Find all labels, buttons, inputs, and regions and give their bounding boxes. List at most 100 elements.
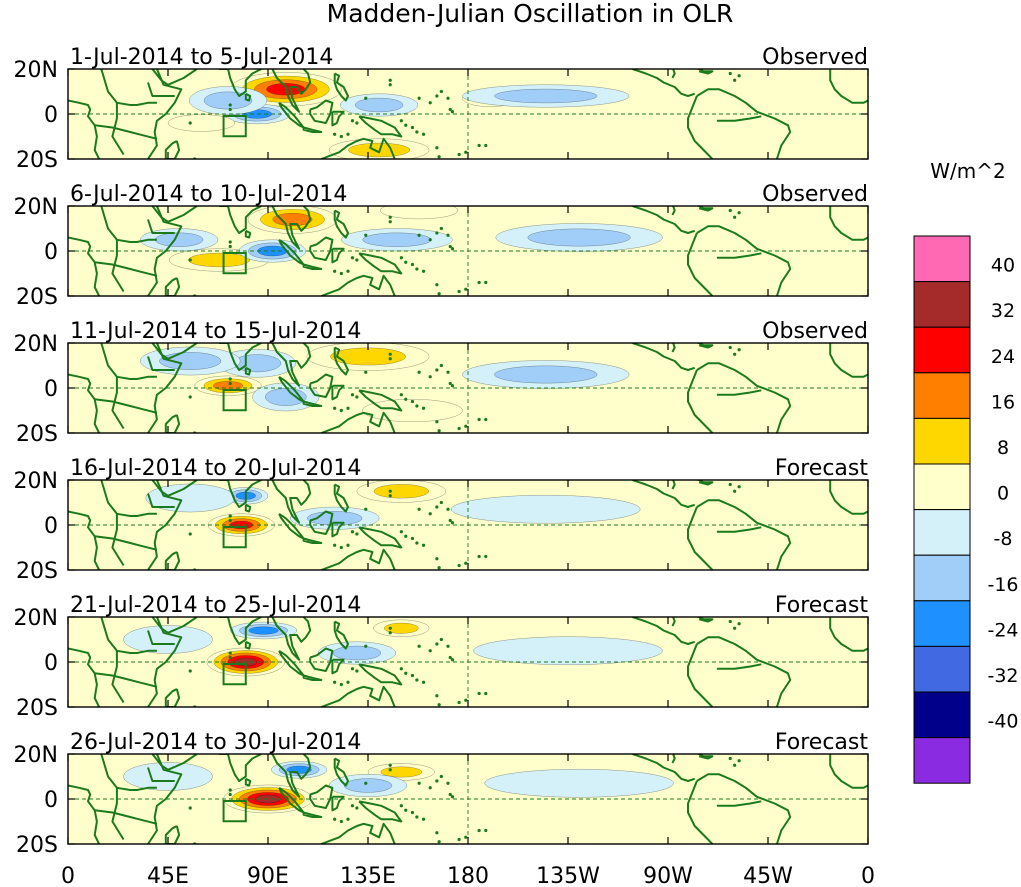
panel-type-label: Observed [762, 45, 868, 70]
x-tick-label: 180 [447, 864, 489, 887]
olr-field [140, 343, 630, 422]
contour-line [343, 778, 393, 793]
island [737, 348, 741, 352]
island [404, 397, 408, 401]
coastline [687, 95, 714, 159]
anomaly-contour [362, 399, 463, 422]
colorbar-swatch [913, 372, 971, 419]
x-tick-label: 135E [340, 864, 396, 887]
island [415, 815, 419, 819]
island [346, 543, 350, 547]
contour-line [286, 765, 312, 774]
y-tick-label: 20N [14, 332, 58, 357]
index-region-box [222, 252, 247, 275]
colorbar-swatch [913, 600, 971, 647]
coastline [687, 780, 714, 844]
island [437, 840, 441, 844]
y-tick-label: 0 [44, 788, 58, 813]
island [728, 482, 732, 487]
coastline [696, 499, 792, 570]
coastline [94, 124, 158, 140]
contour-line [159, 352, 222, 370]
coastline [100, 754, 157, 791]
island [339, 134, 343, 139]
island [404, 260, 408, 264]
coastline [94, 535, 158, 551]
coastline [358, 800, 403, 823]
coastline [271, 69, 312, 113]
anomaly-contour [145, 483, 235, 513]
island [448, 655, 452, 660]
index-region-box [222, 526, 247, 549]
coastline [151, 343, 198, 360]
coastline [147, 69, 183, 159]
chart-title: Madden-Julian Oscillation in OLR [327, 0, 734, 28]
colorbar-label: 40 [991, 255, 1015, 277]
coastline [278, 238, 305, 266]
coastline [696, 88, 792, 159]
island [464, 835, 468, 839]
contour-line [239, 624, 288, 637]
index-region-box [222, 389, 247, 412]
colorbar-swatch [913, 417, 971, 465]
anomaly-contour [272, 213, 313, 226]
coastline [668, 754, 676, 764]
coastline [694, 343, 714, 349]
island [188, 258, 192, 262]
contour-line [527, 228, 631, 247]
island [464, 698, 468, 702]
contour-line [328, 774, 408, 797]
colorbar-swatch [913, 554, 971, 602]
coastline [302, 537, 323, 544]
contour-line [348, 142, 411, 158]
island [346, 680, 350, 684]
coastline [164, 551, 181, 570]
island [228, 792, 232, 797]
island [435, 779, 439, 783]
island [439, 500, 443, 505]
coastline [151, 69, 198, 86]
coastline [271, 343, 312, 387]
anomaly-contour [473, 636, 663, 665]
anomaly-contour [494, 89, 598, 103]
coastline [632, 754, 696, 782]
island [188, 806, 192, 810]
island [388, 83, 392, 87]
anomaly-contour [451, 495, 641, 524]
coastline [147, 630, 175, 645]
colorbar-label: -32 [987, 665, 1018, 687]
panel-period-label: 6-Jul-2014 to 10-Jul-2014 [70, 182, 347, 207]
coastline [333, 757, 349, 787]
coastlines [68, 343, 868, 433]
island [477, 554, 481, 559]
island [484, 691, 488, 696]
contour-line [194, 375, 262, 396]
coastline [219, 754, 262, 782]
anomaly-contour [494, 365, 598, 384]
island [350, 804, 355, 808]
island [339, 545, 343, 550]
coastline [333, 346, 349, 376]
island [464, 287, 468, 291]
island [415, 130, 419, 134]
island [450, 795, 455, 799]
contour-line [354, 97, 404, 113]
panel-period-label: 26-Jul-2014 to 30-Jul-2014 [70, 730, 361, 755]
coastline [694, 69, 714, 75]
coastline [716, 663, 762, 670]
island [464, 561, 468, 565]
island [450, 247, 455, 251]
island [417, 370, 421, 374]
contour-line [373, 619, 430, 637]
island [355, 669, 359, 673]
island [399, 119, 403, 123]
island [399, 393, 403, 397]
coastline [219, 617, 262, 645]
island [388, 489, 392, 493]
island [228, 518, 232, 523]
island [188, 532, 192, 536]
coastline [94, 261, 158, 277]
coastline [111, 787, 125, 841]
